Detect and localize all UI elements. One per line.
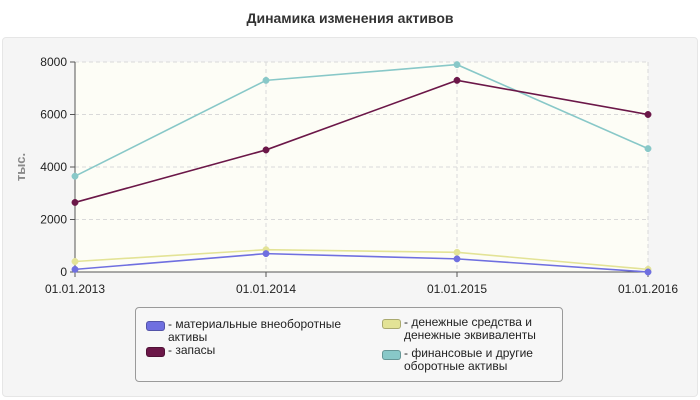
x-tick-label: 01.01.2014: [236, 282, 296, 296]
data-point: [453, 255, 461, 263]
series-line: [74, 63, 649, 177]
series-layer: [71, 61, 652, 276]
y-tick-label: 6000: [40, 108, 67, 122]
y-tick-label: 2000: [40, 213, 67, 227]
legend-swatch: [382, 319, 401, 329]
data-point: [262, 76, 270, 84]
data-point: [453, 76, 461, 84]
y-tick-label: 4000: [40, 160, 67, 174]
legend-label: - материальные внеоборотные активы: [168, 317, 341, 344]
data-point: [71, 258, 79, 265]
legend-swatch: [146, 347, 165, 357]
y-tick-label: 0: [60, 265, 67, 279]
y-axis-label: тыс.: [13, 153, 28, 181]
x-tick-label: 01.01.2016: [618, 282, 678, 296]
legend-label: - финансовые и другие оборотные активы: [404, 346, 533, 373]
legend-swatch: [146, 321, 165, 331]
series-line: [74, 79, 649, 204]
data-point: [644, 145, 652, 153]
legend-item-cash[interactable]: - денежные средства и денежные эквивален…: [382, 316, 557, 342]
y-tick-label: 8000: [40, 55, 67, 69]
series-line: [74, 252, 649, 273]
x-tick-label: 01.01.2015: [427, 282, 487, 296]
legend-swatch: [382, 350, 401, 360]
data-point: [262, 146, 270, 154]
legend-item-inventory[interactable]: - запасы: [146, 344, 366, 357]
data-point: [71, 265, 79, 273]
data-point: [71, 198, 79, 206]
data-point: [453, 61, 461, 69]
grid: [75, 61, 649, 272]
data-point: [644, 268, 652, 276]
data-point: [644, 111, 652, 118]
legend-label: - запасы: [168, 343, 216, 357]
legend: - материальные внеоборотные активы - зап…: [135, 307, 563, 382]
data-point: [453, 248, 461, 256]
legend-label: - денежные средства и денежные эквивален…: [404, 315, 536, 342]
series-line: [74, 248, 649, 271]
legend-item-financial-assets[interactable]: - финансовые и другие оборотные активы: [382, 347, 557, 373]
x-tick-label: 01.01.2013: [45, 282, 105, 296]
data-point: [71, 172, 79, 180]
labels: 0 2000 4000 6000 8000 01.01.2013 01.01.2014 01.…: [13, 55, 678, 296]
data-point: [262, 250, 270, 258]
legend-item-material-assets[interactable]: - материальные внеоборотные активы: [146, 318, 366, 344]
chart-title: Динамика изменения активов: [246, 10, 454, 26]
